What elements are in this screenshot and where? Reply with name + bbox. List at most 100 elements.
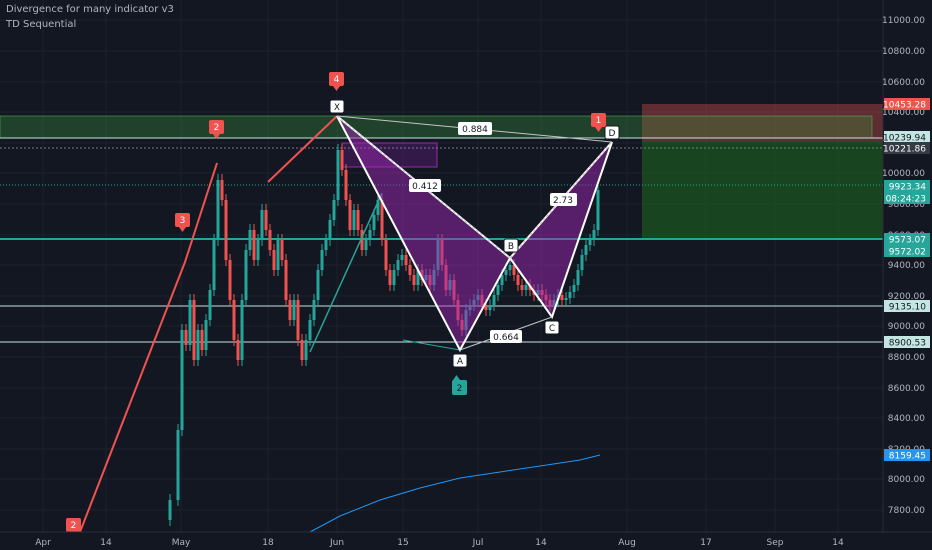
svg-text:D: D — [609, 129, 616, 139]
candle-body — [416, 270, 420, 285]
svg-text:B: B — [508, 242, 514, 252]
svg-text:10221.86: 10221.86 — [883, 145, 926, 155]
candle-body — [248, 230, 252, 250]
candle-body — [588, 240, 592, 245]
candle-body — [168, 500, 172, 520]
time-axis[interactable]: Apr 14 May 18 Jun 15 Jul 14 Aug 17 Sep 14 — [0, 531, 932, 550]
candle-body — [408, 265, 412, 275]
indicator-divergence-title[interactable]: Divergence for many indicator v3 — [6, 4, 174, 15]
candle-body — [412, 275, 416, 285]
candle-body — [340, 150, 344, 170]
candle-body — [256, 240, 260, 260]
time-tick-label: Apr — [35, 538, 51, 548]
divergence-line-low — [402, 339, 461, 351]
svg-text:08:24:23: 08:24:23 — [886, 195, 926, 205]
harmonic-pattern — [336, 115, 613, 353]
price-tag: 9573.07 — [884, 233, 930, 246]
divergence-line — [309, 192, 383, 353]
candle-body — [356, 210, 360, 230]
point-a-label[interactable]: A — [452, 353, 468, 368]
candle-body — [284, 260, 288, 300]
candle-body — [388, 270, 392, 285]
take-profit-zone — [642, 142, 883, 238]
svg-text:C: C — [549, 324, 555, 334]
time-tick-label: May — [172, 538, 191, 548]
candle-body — [392, 270, 396, 285]
candle-body — [568, 292, 572, 298]
candle-body — [212, 240, 216, 290]
svg-text:2: 2 — [214, 123, 220, 133]
candle-body — [572, 285, 576, 292]
price-tag: 8159.45 — [884, 449, 930, 462]
point-x-label[interactable]: X — [329, 99, 345, 114]
time-tick-label: Jun — [329, 538, 344, 548]
svg-text:9923.34: 9923.34 — [889, 183, 926, 193]
candle-body — [396, 260, 400, 270]
candle-body — [328, 220, 332, 240]
candle-body — [504, 270, 508, 275]
candle-body — [348, 200, 352, 230]
price-tick-label: 9000.00 — [888, 322, 925, 332]
candle-body — [336, 150, 340, 200]
candle-body — [240, 300, 244, 360]
candle-body — [344, 170, 348, 200]
candle-body — [400, 255, 404, 260]
candle-body — [316, 270, 320, 300]
price-tag: 8900.53 — [884, 336, 930, 349]
price-tick-label: 11000.00 — [882, 16, 925, 26]
candle-body — [580, 255, 584, 270]
candle-body — [200, 330, 204, 350]
candle-body — [184, 330, 188, 345]
td-label-4: 4 — [329, 72, 344, 91]
candle-body — [508, 265, 512, 270]
candle-body — [192, 300, 196, 360]
candle-body — [296, 300, 300, 340]
candle-body — [520, 285, 524, 290]
candle-body — [252, 230, 256, 260]
candle-body — [300, 340, 304, 360]
candle-body — [384, 240, 388, 270]
candle-body — [288, 300, 292, 320]
candle-body — [224, 200, 228, 260]
candle-body — [376, 200, 380, 215]
price-tick-label: 10800.00 — [882, 47, 925, 57]
candle-body — [592, 230, 596, 240]
ratio-label-xb: 0.412 — [409, 179, 441, 192]
candle-body — [312, 300, 316, 320]
candle-body — [180, 330, 184, 430]
price-tick-label: 8400.00 — [888, 414, 925, 424]
svg-text:2: 2 — [71, 521, 77, 531]
price-tick-label: 10000.00 — [882, 169, 925, 179]
svg-text:9572.02: 9572.02 — [889, 248, 926, 258]
price-tick-label: 10400.00 — [882, 108, 925, 118]
time-tick-label: 15 — [397, 538, 408, 548]
candle-body — [364, 240, 368, 250]
candle-body — [404, 255, 408, 265]
price-tick-label: 9200.00 — [888, 292, 925, 302]
time-tick-label: 14 — [832, 538, 844, 548]
candle-body — [264, 210, 268, 230]
point-d-label[interactable]: D — [604, 125, 620, 140]
price-tag: 08:24:23 — [884, 192, 930, 205]
candle-body — [292, 300, 296, 320]
point-c-label[interactable]: C — [544, 320, 560, 335]
svg-text:10239.94: 10239.94 — [883, 134, 926, 144]
svg-text:9135.10: 9135.10 — [889, 303, 926, 313]
price-axis[interactable]: 11000.0010800.0010600.0010400.0010200.00… — [882, 0, 932, 550]
ratio-label-bd: 2.73 — [550, 193, 577, 206]
indicator-td-sequential-title[interactable]: TD Sequential — [6, 19, 77, 30]
price-tag: 10453.28 — [883, 98, 930, 111]
price-tick-label: 9400.00 — [888, 261, 925, 271]
point-b-label[interactable]: B — [503, 238, 519, 253]
candle-body — [332, 200, 336, 220]
td-buy-label: 2 — [452, 375, 467, 395]
resistance-box — [0, 115, 873, 139]
candle-body — [360, 230, 364, 250]
svg-text:1: 1 — [596, 116, 602, 126]
candle-body — [324, 240, 328, 250]
price-tag: 10221.86 — [883, 142, 930, 155]
candle-body — [496, 285, 500, 295]
price-tick-label: 7800.00 — [888, 506, 925, 516]
time-tick-label: Jul — [472, 538, 484, 548]
